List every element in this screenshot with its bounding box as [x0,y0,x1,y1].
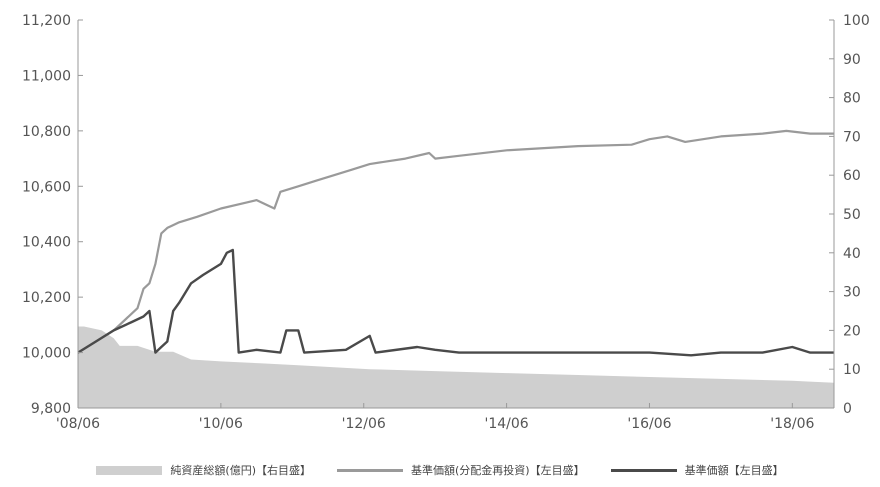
legend-swatch-line-dark [610,468,677,472]
y-left-tick-label: 10,800 [22,124,71,140]
y-left-tick-label: 10,200 [22,290,71,306]
y-right-tick-label: 90 [843,52,861,68]
legend-swatch-area [96,465,163,475]
nav-line [77,248,834,357]
legend: 純資産総額(億円)【右目盛】 基準価額(分配金再投資)【左目盛】 基準価額【左目… [0,458,880,482]
net-assets-area [78,326,834,408]
legend-swatch-line-light [337,468,403,472]
y-left-tick-label: 10,400 [22,235,71,251]
legend-item-nav: 基準価額【左目盛】 [610,462,784,478]
legend-item-nav-reinvested: 基準価額(分配金再投資)【左目盛】 [337,462,585,478]
legend-label-nav-reinvested: 基準価額(分配金再投資)【左目盛】 [411,464,585,477]
y-right-tick-label: 10 [843,362,861,378]
y-right-tick-label: 0 [843,401,852,417]
axis-layer: 9,800 10,000 10,200 10,400 10,600 10,800 11,00… [22,13,870,432]
y-left-tick-label: 10,600 [22,179,71,195]
y-right-tick-label: 60 [843,168,861,184]
y-right-tick-label: 40 [843,246,861,262]
y-right-tick-label: 20 [843,323,861,339]
y-right-tick-label: 50 [843,207,861,223]
y-left-tick-label: 11,000 [22,68,71,84]
x-tick-label: '12/06 [342,416,386,432]
legend-label-net-assets: 純資産総額(億円)【右目盛】 [170,464,311,477]
y-right-tick-label: 70 [843,129,861,145]
line-layer [77,129,834,357]
legend-label-nav: 基準価額【左目盛】 [684,464,784,477]
legend-item-net-assets: 純資産総額(億円)【右目盛】 [96,462,311,478]
y-right-tick-label: 80 [843,91,861,107]
y-right-tick-label: 30 [843,285,861,301]
y-left-tick-label: 9,800 [31,401,71,417]
x-tick-label: '16/06 [627,416,671,432]
x-tick-label: '08/06 [56,416,100,432]
x-tick-label: '18/06 [770,416,814,432]
y-left-tick-label: 11,200 [22,13,71,29]
y-left-tick-label: 10,000 [22,346,71,362]
x-tick-label: '10/06 [199,416,243,432]
area-layer [78,326,834,408]
y-right-tick-label: 100 [843,13,870,29]
nav-reinvested-line [77,129,834,354]
x-tick-label: '14/06 [484,416,528,432]
